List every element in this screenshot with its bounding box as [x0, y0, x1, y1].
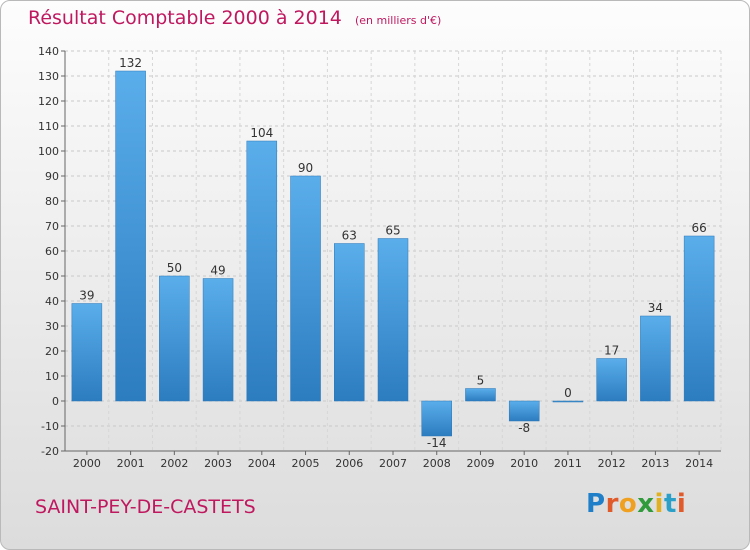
data-label-2006: 63: [342, 229, 357, 243]
y-tick-label: 0: [52, 395, 59, 408]
data-label-2008: -14: [427, 436, 447, 450]
y-tick-label: 110: [38, 120, 59, 133]
logo-letter: P: [586, 489, 606, 519]
data-label-2012: 17: [604, 344, 619, 358]
bar-2014: [683, 235, 715, 402]
chart-title-block: Résultat Comptable 2000 à 2014 (en milli…: [28, 7, 441, 29]
bar-layer: [71, 70, 715, 437]
logo-letter: i: [654, 489, 664, 519]
y-tick-label: 120: [38, 95, 59, 108]
bar-2008: [421, 400, 452, 437]
x-tick-label-2007: 2007: [379, 457, 407, 470]
data-label-2014: 66: [691, 221, 706, 235]
bar-2001: [115, 70, 146, 402]
data-label-2003: 49: [210, 264, 225, 278]
y-tick-label: 90: [45, 170, 59, 183]
x-tick-label-2005: 2005: [292, 457, 320, 470]
x-tick-label-2000: 2000: [73, 457, 101, 470]
x-tick-label-2002: 2002: [160, 457, 188, 470]
data-label-2009: 5: [477, 374, 485, 388]
data-label-2004: 104: [250, 126, 273, 140]
y-tick-label: -10: [41, 420, 59, 433]
data-label-2000: 39: [79, 289, 94, 303]
y-tick-label: 40: [45, 295, 59, 308]
bar-2006: [334, 243, 365, 402]
chart-title: Résultat Comptable 2000 à 2014: [28, 7, 342, 29]
data-label-2010: -8: [518, 421, 530, 435]
y-tick-label: 50: [45, 270, 59, 283]
logo-letter: r: [605, 489, 619, 519]
x-tick-label-2009: 2009: [466, 457, 494, 470]
bar-2013: [640, 315, 671, 402]
bar-2003: [202, 278, 234, 402]
data-label-2007: 65: [385, 224, 400, 238]
data-label-2011: 0: [564, 386, 572, 400]
label-layer: 39 132 50 49 104 90 63 65 -14 5 -8 0 17 34 66: [79, 56, 707, 450]
data-label-2013: 34: [648, 301, 663, 315]
proxiti-logo: Proxiti: [586, 489, 686, 519]
bar-2004: [246, 140, 278, 402]
y-tick-label: 140: [38, 45, 59, 58]
data-label-2001: 132: [119, 56, 142, 70]
y-tick-label: -20: [41, 445, 59, 458]
logo-letter: i: [676, 489, 687, 519]
bar-2010: [508, 400, 540, 422]
y-tick-label: 10: [45, 370, 59, 383]
x-tick-label-2012: 2012: [598, 457, 626, 470]
x-tick-label-2013: 2013: [641, 457, 669, 470]
bar-2005: [290, 175, 321, 402]
axis-layer: -20-100102030405060708090100110120130140…: [38, 45, 721, 470]
y-tick-label: 130: [38, 70, 59, 83]
y-tick-label: 20: [45, 345, 59, 358]
y-tick-label: 70: [45, 220, 59, 233]
bar-2011: [552, 400, 584, 403]
x-tick-label-2010: 2010: [510, 457, 538, 470]
data-label-2005: 90: [298, 161, 313, 175]
y-tick-label: 80: [45, 195, 59, 208]
logo-letter: o: [618, 489, 638, 519]
y-tick-label: 100: [38, 145, 59, 158]
bar-2002: [159, 275, 190, 402]
logo-letter: x: [637, 489, 655, 519]
bar-2009: [465, 388, 496, 402]
x-tick-label-2001: 2001: [117, 457, 145, 470]
x-tick-label-2011: 2011: [554, 457, 582, 470]
bar-2007: [377, 238, 409, 402]
y-tick-label: 60: [45, 245, 59, 258]
bar-2012: [596, 358, 627, 402]
x-tick-label-2014: 2014: [685, 457, 713, 470]
chart-subtitle: (en milliers d'€): [354, 14, 442, 27]
x-tick-label-2004: 2004: [248, 457, 276, 470]
x-tick-label-2008: 2008: [423, 457, 451, 470]
x-tick-label-2006: 2006: [335, 457, 363, 470]
bar-2000: [71, 303, 103, 402]
y-tick-label: 30: [45, 320, 59, 333]
commune-name: SAINT-PEY-DE-CASTETS: [35, 496, 256, 518]
data-label-2002: 50: [167, 261, 182, 275]
x-tick-label-2003: 2003: [204, 457, 232, 470]
logo-letter: t: [663, 489, 677, 519]
